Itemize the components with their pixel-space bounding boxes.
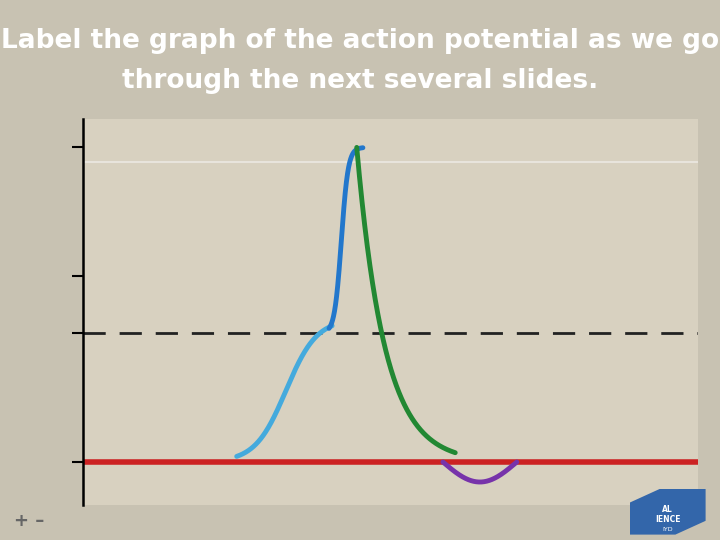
Text: AL: AL <box>662 505 673 514</box>
Text: Label the graph of the action potential as we go: Label the graph of the action potential … <box>1 28 719 54</box>
Text: through the next several slides.: through the next several slides. <box>122 68 598 94</box>
Text: + –: + – <box>14 512 45 530</box>
Text: IENCE: IENCE <box>655 515 680 524</box>
Polygon shape <box>630 489 706 535</box>
Text: IYD: IYD <box>662 526 673 531</box>
